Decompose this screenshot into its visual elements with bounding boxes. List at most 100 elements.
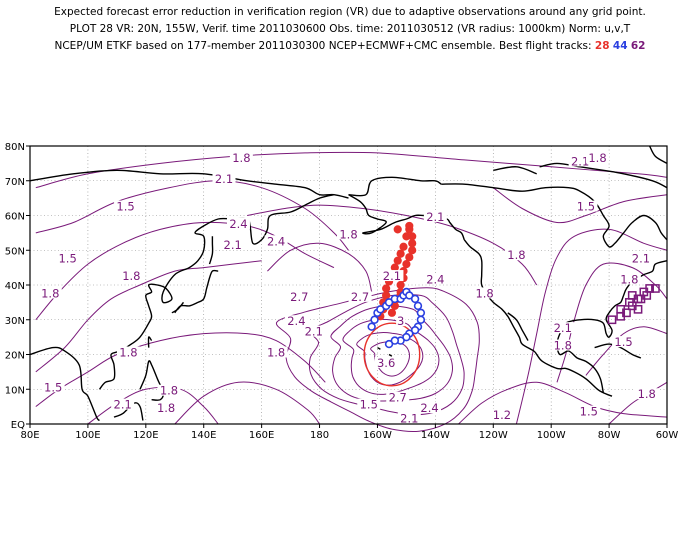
y-tick-label: 30N <box>5 316 25 327</box>
track-44-point <box>384 339 394 349</box>
track-28-point <box>399 242 408 251</box>
contour-label: 3 <box>397 314 404 328</box>
contour-label: 2.1 <box>426 210 444 224</box>
contour-label-bg <box>473 287 497 299</box>
track-28-point <box>408 239 417 248</box>
coastline <box>388 353 393 357</box>
contour-label-bg <box>374 356 398 368</box>
y-tick-label: 80N <box>5 142 25 153</box>
track-62-point <box>642 291 652 300</box>
track-28-point <box>405 221 414 231</box>
contour-label-bg <box>157 384 181 396</box>
contour-label: 1.8 <box>122 269 140 283</box>
contour-line <box>267 242 373 293</box>
track-44-point <box>413 301 423 311</box>
contour-label-bg <box>111 398 135 410</box>
contour-label: 1.8 <box>638 387 656 401</box>
contour-label: 2.1 <box>554 321 572 335</box>
track-28-point <box>405 253 414 262</box>
track-44-point <box>390 336 400 345</box>
contour-label-bg <box>418 402 442 414</box>
coastline <box>441 183 668 248</box>
x-tick-label: 120E <box>133 430 158 441</box>
contour-label: 1.5 <box>577 200 595 214</box>
track-28-point <box>393 225 402 234</box>
coastline <box>29 169 349 199</box>
coastline <box>208 236 214 265</box>
track-62-label: 62 <box>630 40 646 52</box>
contour-label-bg <box>284 315 308 327</box>
contour-label: 1.5 <box>614 335 632 349</box>
track-62-point <box>633 304 643 314</box>
coastline <box>139 360 164 401</box>
track-62-point <box>616 304 626 314</box>
contour-label: 2.1 <box>632 252 650 266</box>
contour-label: 2.7 <box>351 290 369 304</box>
contour-line <box>174 381 320 425</box>
track-28-point <box>382 284 391 293</box>
contour-label-bg <box>114 200 138 212</box>
contour-label-bg <box>423 210 447 222</box>
coastline <box>348 176 442 197</box>
contour-label: 2.1 <box>305 325 323 339</box>
contour-label: 1.8 <box>475 286 493 300</box>
contour-label: 2.1 <box>114 398 132 412</box>
contour-label-bg <box>41 381 65 393</box>
contour-label-bg <box>226 217 250 229</box>
contour-label: 2.7 <box>290 290 308 304</box>
coastline <box>507 312 529 341</box>
coastlines <box>29 145 668 422</box>
x-tick-label: 60W <box>656 430 679 441</box>
contour-label: 2.1 <box>224 238 242 252</box>
x-tick-label: 140W <box>421 430 450 441</box>
contour-label: 2.1 <box>215 172 233 186</box>
contour-label-bg <box>212 172 236 184</box>
x-tick-label: 140E <box>191 430 216 441</box>
contour-label-bg <box>38 287 62 299</box>
track-44-point <box>367 322 376 331</box>
contour-label-bg <box>221 238 245 250</box>
track-44-point <box>416 315 426 324</box>
contour-line <box>35 151 668 189</box>
x-tick-label: 80E <box>20 430 39 441</box>
contour-label-bg <box>586 151 610 163</box>
contour-line <box>585 326 668 376</box>
y-tick-label: 60N <box>5 212 25 223</box>
contour-line <box>35 221 335 321</box>
x-tick-label: 160W <box>363 430 392 441</box>
coastline <box>348 194 465 241</box>
track-44-point <box>410 294 420 304</box>
y-tick-label: 40N <box>5 281 25 292</box>
contour-label-bg <box>337 228 360 240</box>
header-line-3-text: NCEP/UM ETKF based on 177-member 2011030… <box>54 40 592 52</box>
coastline <box>29 346 101 422</box>
contour-line <box>35 260 262 373</box>
contour-label-bg <box>577 405 601 417</box>
contour-label: 2.1 <box>400 412 418 426</box>
contour-label-bg <box>154 402 178 414</box>
contour-label-bg <box>357 398 381 410</box>
contour-label-bg <box>287 290 311 302</box>
contour-label-bg <box>629 252 653 264</box>
contour-label: 1.8 <box>119 346 137 360</box>
coastline <box>463 239 613 397</box>
contour-label-bg <box>119 270 143 282</box>
track-44-point <box>405 291 414 300</box>
y-tick-label: 50N <box>5 246 25 257</box>
track-44-point <box>376 305 385 314</box>
track-44-point <box>416 308 426 317</box>
coastline <box>174 269 219 314</box>
contour-label: 1.8 <box>507 248 525 262</box>
contour-label: 1.8 <box>267 346 285 360</box>
contour-label: 1.8 <box>620 273 638 287</box>
contour-label: 1.5 <box>44 380 62 394</box>
contour-labels: 1.82.11.52.42.1 2.4 1.82.12.1 1.81.51.81.8 2… <box>38 151 659 426</box>
contour-label: 1.8 <box>160 384 178 398</box>
track-28-point <box>402 260 411 269</box>
contour-label: 2.4 <box>426 273 444 287</box>
contour-label-bg <box>551 322 575 334</box>
track-62-point <box>607 315 617 325</box>
contour-line <box>493 187 668 224</box>
y-tick-label: 10N <box>5 385 25 396</box>
header-line-2: PLOT 28 VR: 20N, 155W, Verif. time 20110… <box>69 23 631 35</box>
